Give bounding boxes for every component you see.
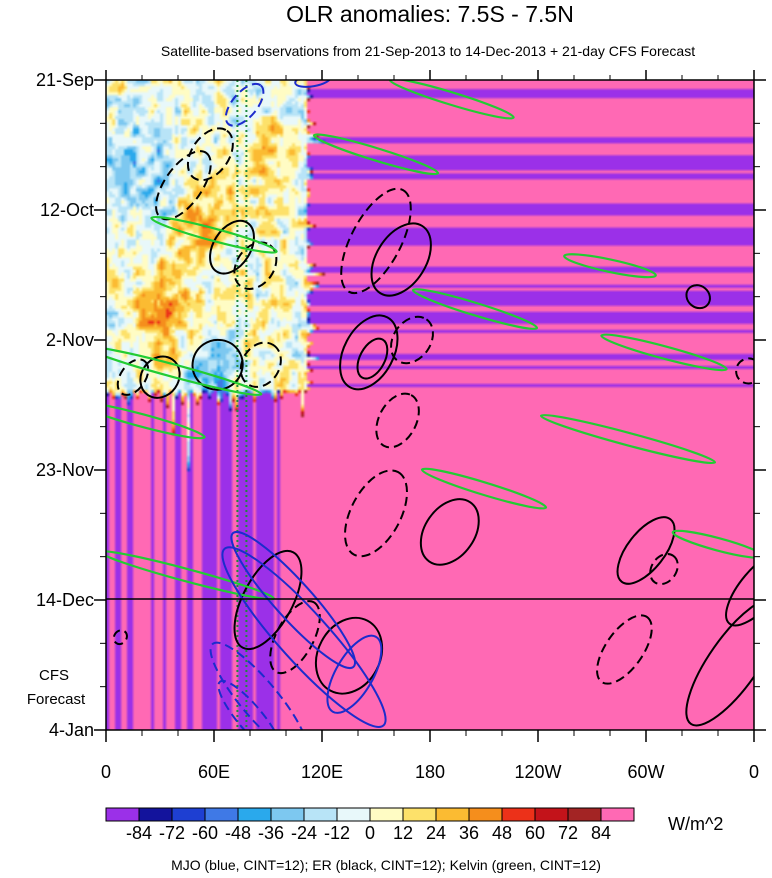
er-contour-dashed-11 <box>186 127 234 182</box>
y-tick-label-4: 14-Dec <box>36 590 94 610</box>
er-contour-solid-12 <box>139 355 181 399</box>
colorbar-swatch-2 <box>171 807 206 822</box>
colorbar-swatch-1 <box>138 807 173 822</box>
er-contour-solid-2 <box>339 314 399 391</box>
er-contour-dashed-3 <box>375 392 420 449</box>
er-contour-dashed-9 <box>649 552 679 586</box>
kelvin-contour-3 <box>411 288 539 330</box>
kelvin-contour-5 <box>106 401 206 440</box>
plot-area <box>106 80 754 730</box>
er-contour-solid-4 <box>370 222 432 297</box>
colorbar-label-10: 36 <box>459 823 479 843</box>
kelvin-contour-2 <box>150 215 278 254</box>
olr-anomaly-field <box>106 80 754 730</box>
colorbar-swatch-0 <box>105 807 140 822</box>
chart-subtitle: Satellite-based bservations from 21-Sep-… <box>161 43 695 59</box>
colorbar-label-1: -72 <box>159 823 185 843</box>
colorbar-swatch-5 <box>270 807 305 822</box>
colorbar-unit: W/m^2 <box>668 814 723 834</box>
er-contour-dashed-7 <box>269 600 321 675</box>
x-tick-label-3: 180 <box>415 762 445 782</box>
colorbar-label-6: -12 <box>324 823 350 843</box>
er-contour-solid-1 <box>191 338 244 391</box>
colorbar-label-14: 84 <box>591 823 611 843</box>
mjo-contour-dashed-1 <box>209 641 309 730</box>
colorbar-swatch-12 <box>501 807 536 822</box>
er-contour-dashed-5 <box>239 341 282 388</box>
x-tick-label-2: 120E <box>301 762 343 782</box>
colorbar-label-3: -48 <box>225 823 251 843</box>
er-contour-solid-5 <box>419 498 480 566</box>
kelvin-contour-11 <box>563 253 657 279</box>
colorbar-label-8: 12 <box>393 823 413 843</box>
kelvin-contour-6 <box>420 467 548 510</box>
chart-title: OLR anomalies: 7.5S - 7.5N <box>286 1 574 27</box>
er-contour-solid-8 <box>685 597 754 727</box>
er-contour-solid-3 <box>356 337 389 380</box>
er-contour-dashed-6 <box>344 469 408 558</box>
x-tick-label-0: 0 <box>101 762 111 782</box>
colorbar-swatch-15 <box>600 807 635 822</box>
y-tick-label-3: 23-Nov <box>36 460 94 480</box>
er-contour-dashed-13 <box>112 629 128 646</box>
mjo-contour-solid-0 <box>221 546 387 728</box>
reference-lines <box>236 80 248 730</box>
colorbar-label-0: -84 <box>126 823 152 843</box>
kelvin-contour-10 <box>671 529 754 559</box>
x-tick-label-5: 60W <box>627 762 664 782</box>
colorbar-swatch-6 <box>303 807 338 822</box>
colorbar-swatch-7 <box>336 807 371 822</box>
colorbar-swatch-13 <box>534 807 569 822</box>
y-tick-label-5: 4-Jan <box>49 720 94 740</box>
colorbar-label-2: -60 <box>192 823 218 843</box>
forecast-label-line1: CFS <box>39 667 69 684</box>
kelvin-contour-9 <box>539 413 717 465</box>
colorbar-swatch-3 <box>204 807 239 822</box>
kelvin-contour-4 <box>106 345 263 397</box>
er-contour-dashed-10 <box>116 358 150 396</box>
x-tick-label-4: 120W <box>514 762 561 782</box>
y-tick-label-2: 2-Nov <box>46 330 94 350</box>
colorbar-swatch-9 <box>402 807 437 822</box>
er-contour-solid-10 <box>725 548 754 627</box>
colorbar-swatch-14 <box>567 807 602 822</box>
colorbar-label-12: 60 <box>525 823 545 843</box>
colorbar-label-13: 72 <box>558 823 578 843</box>
footnote: MJO (blue, CINT=12); ER (black, CINT=12)… <box>171 857 601 873</box>
colorbar-swatch-8 <box>369 807 404 822</box>
er-contour-dashed-8 <box>596 614 653 685</box>
colorbar-label-7: 0 <box>365 823 375 843</box>
colorbar-label-4: -36 <box>258 823 284 843</box>
er-contour-solid-9 <box>685 284 711 310</box>
kelvin-contour-1 <box>312 133 440 176</box>
er-contour-solid-0 <box>209 219 255 275</box>
kelvin-contour-8 <box>600 333 728 372</box>
er-contour-dashed-12 <box>735 357 754 385</box>
er-contour-dashed-1 <box>340 187 412 295</box>
forecast-label-line2: Forecast <box>27 691 86 708</box>
mjo-contour-solid-3 <box>294 80 332 88</box>
y-tick-label-0: 21-Sep <box>36 70 94 90</box>
x-tick-label-6: 0 <box>749 762 759 782</box>
colorbar: -84 -72 -60 -48 -36 -24 -12 0 12 24 36 48 60 72 84 <box>105 807 635 843</box>
mjo-contour-solid-2 <box>326 634 383 714</box>
er-contour-dashed-0 <box>155 150 212 221</box>
colorbar-label-5: -24 <box>291 823 317 843</box>
colorbar-swatch-10 <box>435 807 470 822</box>
colorbar-swatch-4 <box>237 807 272 822</box>
mjo-contour-dashed-0 <box>224 82 265 127</box>
y-tick-label-1: 12-Oct <box>40 200 94 220</box>
colorbar-swatch-11 <box>468 807 503 822</box>
er-contour-solid-7 <box>616 516 676 585</box>
er-contour-dashed-4 <box>233 241 278 290</box>
colorbar-label-11: 48 <box>492 823 512 843</box>
kelvin-contour-0 <box>388 80 515 120</box>
mjo-contour-dashed-2 <box>217 679 283 730</box>
x-tick-label-1: 60E <box>198 762 230 782</box>
axes: 0 60E 120E 180 120W 60W 0 21-Sep 12-Oct 2-Nov 23-N… <box>36 70 766 782</box>
mjo-contour-solid-1 <box>230 530 356 670</box>
colorbar-label-9: 24 <box>426 823 446 843</box>
wave-contours <box>106 80 754 730</box>
